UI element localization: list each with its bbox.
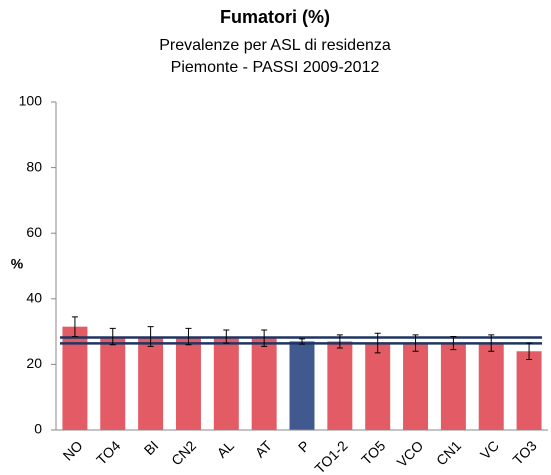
y-tick-label: 20: [26, 355, 42, 371]
error-bar: [71, 316, 78, 338]
x-tick-label: VC: [477, 437, 502, 462]
error-bar: [526, 342, 533, 360]
bar: [289, 341, 315, 430]
bar: [365, 343, 391, 430]
bar: [213, 336, 239, 430]
y-tick-label: 40: [26, 290, 42, 306]
y-tick-label: 100: [19, 93, 43, 109]
x-tick-label: CN1: [433, 437, 464, 468]
bar: [175, 336, 201, 430]
error-bar: [261, 329, 268, 347]
chart-subtitle: Piemonte - PASSI 2009-2012: [171, 59, 380, 76]
error-bar: [412, 334, 419, 352]
x-tick-label: TO1-2: [311, 437, 350, 475]
error-bar: [488, 334, 495, 352]
bar: [251, 338, 277, 430]
bar: [403, 343, 429, 430]
error-bar: [185, 327, 192, 346]
bar: [478, 343, 504, 430]
error-bar: [299, 338, 305, 345]
x-tick-label: AT: [252, 437, 276, 461]
bar: [516, 351, 542, 430]
error-bar: [147, 326, 154, 347]
error-bar: [223, 329, 230, 344]
x-tick-label: NO: [59, 437, 85, 463]
error-bar: [450, 336, 457, 351]
bar: [138, 336, 164, 430]
y-tick-label: 60: [26, 224, 42, 240]
x-tick-label: AL: [214, 437, 238, 461]
y-tick-label: 0: [34, 421, 42, 437]
bar: [440, 343, 466, 430]
chart-title: Fumatori (%): [220, 7, 330, 27]
error-bar: [109, 327, 116, 346]
x-tick-label: P: [295, 437, 313, 455]
y-axis-label: %: [11, 256, 24, 272]
x-tick-label: TO5: [358, 437, 389, 468]
x-tick-label: VCO: [394, 437, 427, 470]
bar: [100, 336, 126, 430]
x-tick-label: CN2: [168, 437, 199, 468]
x-tick-label: BI: [141, 437, 162, 458]
x-tick-label: TO3: [509, 437, 540, 468]
x-tick-label: TO4: [93, 437, 124, 468]
chart-subtitle: Prevalenze per ASL di residenza: [159, 37, 391, 54]
y-tick-label: 80: [26, 158, 42, 174]
error-bar: [374, 332, 381, 354]
error-bar: [336, 334, 343, 349]
bar: [327, 341, 353, 430]
